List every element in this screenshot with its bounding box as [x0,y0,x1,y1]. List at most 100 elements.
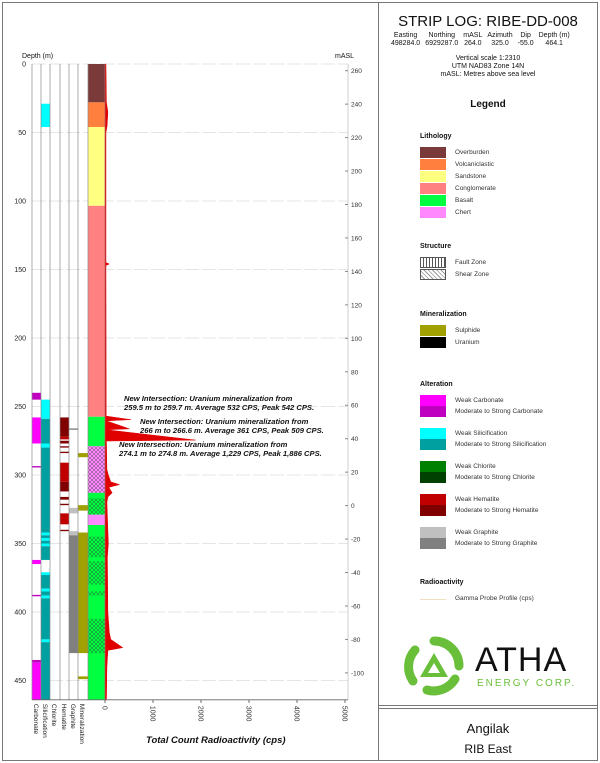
legend-item-label: Weak Chlorite [455,463,496,470]
x-tick-label: 2000 [197,706,204,722]
hematite-interval [60,513,69,525]
x-tick-label: 3000 [245,706,252,722]
lithology-conglomerate [88,205,105,417]
masl-axis-label: mASL [335,53,355,60]
shear-zone [88,591,105,596]
legend-swatch [420,505,446,516]
silicification-interval [41,538,50,541]
legend-swatch [420,428,446,439]
project-name: Angilak [466,721,510,736]
legend-item-label: Basalt [455,197,474,204]
silicification-interval [41,532,50,536]
carbonate-interval [32,466,41,468]
shear-zone [88,446,105,493]
logo-wordmark: ATHA [475,641,568,679]
hematite-interval [60,462,69,482]
silicification-interval [41,595,50,599]
legend-swatch [420,439,446,450]
graphite-interval [69,535,78,654]
mineralization-interval [78,505,88,511]
info-panel-frame [378,2,598,761]
carbonate-interval [32,659,41,663]
collar-field: mASL 264.0 [463,32,482,48]
depth-tick-label: 150 [14,267,26,274]
legend-section-title: Structure [420,243,452,250]
intersection-annotation: New Intersection: Uranium mineralization… [119,440,322,458]
lithology-overburden [88,64,105,103]
mineralization-interval [78,453,88,458]
strip-log-title: STRIP LOG: RIBE-DD-008 [398,13,578,30]
hematite-interval [60,440,69,444]
legend-item-label: Fault Zone [455,259,487,266]
legend-swatch [420,147,446,158]
collar-field-value: 498284.0 [391,40,421,47]
shear-zone [88,536,105,558]
silicification-interval [41,443,50,448]
hematite-interval [60,503,69,506]
legend-swatch [420,494,446,505]
graphite-interval [69,507,78,514]
silicification-interval [41,447,50,533]
column-label-silicification: Silicification [41,704,48,738]
x-axis-title: Total Count Radioactivity (cps) [146,735,286,746]
legend-item-label: Uranium [455,339,480,346]
legend-item-label: Moderate to Strong Chlorite [455,474,535,481]
depth-tick-label: 350 [14,541,26,548]
legend-item-label: Conglomerate [455,185,496,192]
silicification-interval [41,543,50,547]
masl-tick-label: 180 [351,202,362,209]
masl-tick-label: 260 [351,68,362,75]
silicification-interval [41,591,50,596]
legend-item-label: Moderate to Strong Silicification [455,441,547,448]
silicification-interval [41,103,50,128]
annotation-line-2: 266 m to 266.6 m. Average 361 CPS, Peak … [140,426,324,435]
silicification-interval [41,399,50,419]
x-tick-label: 5000 [341,706,348,722]
legend-item-label: Weak Silicification [455,430,508,437]
graphite-interval [69,531,78,536]
legend-swatch [420,159,446,170]
scale-note: Vertical scale 1:2310 [455,55,521,62]
legend-title: Legend [470,99,506,110]
legend-swatch [420,171,446,182]
masl-tick-label: 80 [351,369,359,376]
masl-tick-label: 220 [351,135,362,142]
x-tick-label: 1000 [149,706,156,722]
collar-field: Dip -55.0 [518,32,534,48]
legend-item-label: Sulphide [455,327,481,334]
x-tick-label: 4000 [293,706,300,722]
masl-tick-label: 40 [351,436,359,443]
collar-field-value: -55.0 [517,40,534,47]
scale-notes: Vertical scale 1:2310 UTM NAD83 Zone 14N m… [379,55,597,79]
collar-field-label: Northing [428,32,455,39]
column-label-carbonate: Carbonate [32,704,39,735]
legend-swatch [420,195,446,206]
intersection-annotation: New Intersection: Uranium mineralization… [140,417,324,435]
legend-item-label: Chert [455,209,471,216]
shear-zone [88,561,105,585]
legend-swatch [420,183,446,194]
legend-swatch [420,461,446,472]
masl-tick-label: 20 [351,470,359,477]
silicification-interval [41,642,50,700]
annotation-line-1: New Intersection: Uranium mineralization… [124,394,293,403]
carbonate-interval [32,392,41,400]
column-label-graphite: Graphite [69,704,76,729]
masl-tick-label: -80 [351,637,361,644]
legend-swatch [420,269,446,280]
collar-field: Depth (m) 464.1 [539,32,570,48]
scale-note: UTM NAD83 Zone 14N [451,63,525,70]
collar-field-label: Azimuth [487,32,513,39]
collar-field-label: Easting [393,32,418,39]
legend-item-label: Moderate to Strong Hematite [455,507,539,514]
depth-tick-label: 400 [14,610,26,617]
legend-section-title: Mineralization [420,311,467,318]
legend-section-title: Alteration [420,381,453,388]
legend-section-title: Radioactivity [420,579,464,586]
silicification-interval [41,540,50,544]
depth-tick-label: 50 [18,130,26,137]
legend-section-title: Lithology [420,133,452,140]
gamma-profile-line [104,63,196,701]
shear-zone [88,498,105,515]
